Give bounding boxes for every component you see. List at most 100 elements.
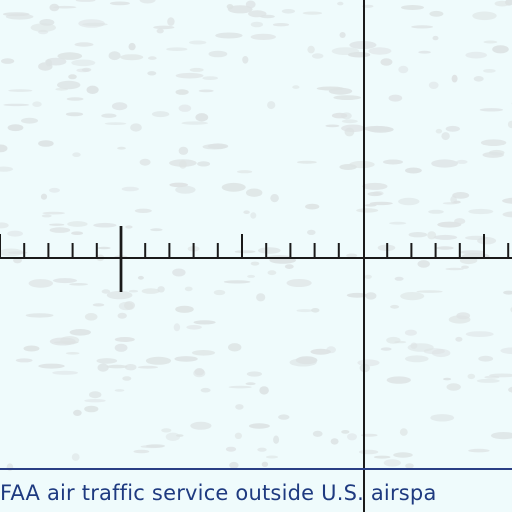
texture-speck	[190, 421, 212, 430]
texture-speck	[436, 246, 454, 250]
texture-speck	[331, 47, 360, 55]
texture-speck	[141, 288, 160, 294]
texture-speck	[502, 197, 512, 204]
texture-speck	[305, 203, 320, 210]
texture-speck	[448, 315, 471, 324]
texture-speck	[273, 435, 280, 444]
texture-speck	[362, 182, 388, 190]
texture-speck	[172, 268, 186, 277]
texture-speck	[270, 194, 279, 203]
texture-speck	[388, 94, 403, 102]
texture-speck	[389, 221, 407, 225]
texture-speck	[503, 290, 512, 295]
texture-speck	[339, 32, 346, 38]
texture-speck	[489, 373, 512, 378]
texture-speck	[278, 414, 290, 420]
texture-speck	[175, 185, 196, 194]
texture-speck	[247, 274, 256, 278]
texture-speck	[118, 301, 134, 311]
texture-speck	[478, 355, 494, 362]
texture-speck	[311, 53, 324, 59]
texture-speck	[111, 102, 128, 111]
texture-speck	[25, 313, 54, 318]
texture-speck	[267, 270, 277, 276]
texture-speck	[124, 364, 137, 371]
texture-speck	[45, 57, 67, 66]
texture-speck	[311, 308, 320, 313]
texture-speck	[368, 47, 392, 55]
texture-speck	[243, 210, 250, 214]
texture-speck	[193, 369, 206, 378]
texture-speck	[134, 208, 152, 213]
texture-speck	[133, 449, 150, 454]
texture-speck	[441, 132, 450, 141]
texture-speck	[472, 11, 497, 21]
texture-speck	[69, 329, 92, 336]
texture-speck	[410, 342, 418, 349]
texture-speck	[65, 112, 84, 117]
texture-speck	[92, 303, 105, 307]
texture-speck	[399, 428, 408, 436]
texture-speck	[358, 449, 379, 455]
texture-speck	[178, 104, 192, 112]
texture-speck	[398, 65, 409, 74]
texture-speck	[476, 378, 500, 383]
texture-speck	[84, 405, 99, 413]
texture-speck	[189, 67, 204, 72]
texture-speck	[482, 151, 504, 158]
texture-speck	[401, 5, 424, 10]
texture-speck	[494, 0, 510, 7]
texture-speck	[173, 323, 181, 332]
texture-speck	[215, 32, 243, 39]
texture-speck	[68, 74, 77, 80]
airspace-boundary-label: FAA air traffic service outside U.S. air…	[0, 481, 437, 505]
texture-speck	[137, 365, 159, 369]
texture-speck	[465, 51, 488, 59]
texture-speck	[175, 305, 194, 313]
texture-speck	[281, 9, 295, 14]
texture-speck	[383, 159, 403, 165]
texture-speck	[356, 208, 379, 213]
texture-speck	[483, 40, 498, 44]
texture-speck	[223, 280, 251, 284]
texture-speck	[151, 111, 170, 118]
texture-speck	[246, 371, 262, 377]
texture-speck	[165, 432, 181, 441]
texture-speck	[153, 25, 175, 30]
texture-speck	[433, 234, 458, 240]
texture-speck	[234, 250, 256, 254]
texture-speck	[106, 290, 133, 300]
texture-speck	[333, 95, 362, 100]
texture-speck	[229, 461, 239, 469]
texture-speck	[393, 452, 413, 458]
texture-speck	[347, 433, 357, 441]
texture-speck	[246, 188, 263, 197]
texture-speck	[167, 17, 175, 26]
texture-speck	[130, 123, 142, 132]
texture-speck	[161, 428, 172, 433]
texture-speck	[427, 231, 437, 240]
texture-speck	[234, 432, 242, 439]
texture-speck	[341, 119, 358, 124]
texture-speck	[267, 101, 276, 110]
texture-speck	[28, 279, 53, 288]
texture-speck	[0, 144, 8, 153]
texture-speck	[483, 69, 496, 73]
texture-speck	[109, 1, 130, 6]
texture-speck	[297, 160, 317, 164]
texture-speck	[213, 289, 226, 296]
texture-speck	[363, 125, 391, 132]
texture-speck	[225, 446, 237, 452]
texture-speck	[3, 103, 30, 107]
texture-speck	[307, 45, 315, 54]
texture-speck	[386, 376, 411, 384]
texture-speck	[284, 264, 294, 269]
texture-speck	[122, 376, 132, 381]
texture-speck	[261, 461, 269, 467]
texture-speck	[452, 192, 470, 199]
texture-speck	[405, 463, 414, 469]
texture-speck	[49, 223, 65, 226]
texture-speck	[408, 232, 428, 238]
texture-speck	[405, 167, 422, 174]
texture-speck	[169, 182, 188, 188]
